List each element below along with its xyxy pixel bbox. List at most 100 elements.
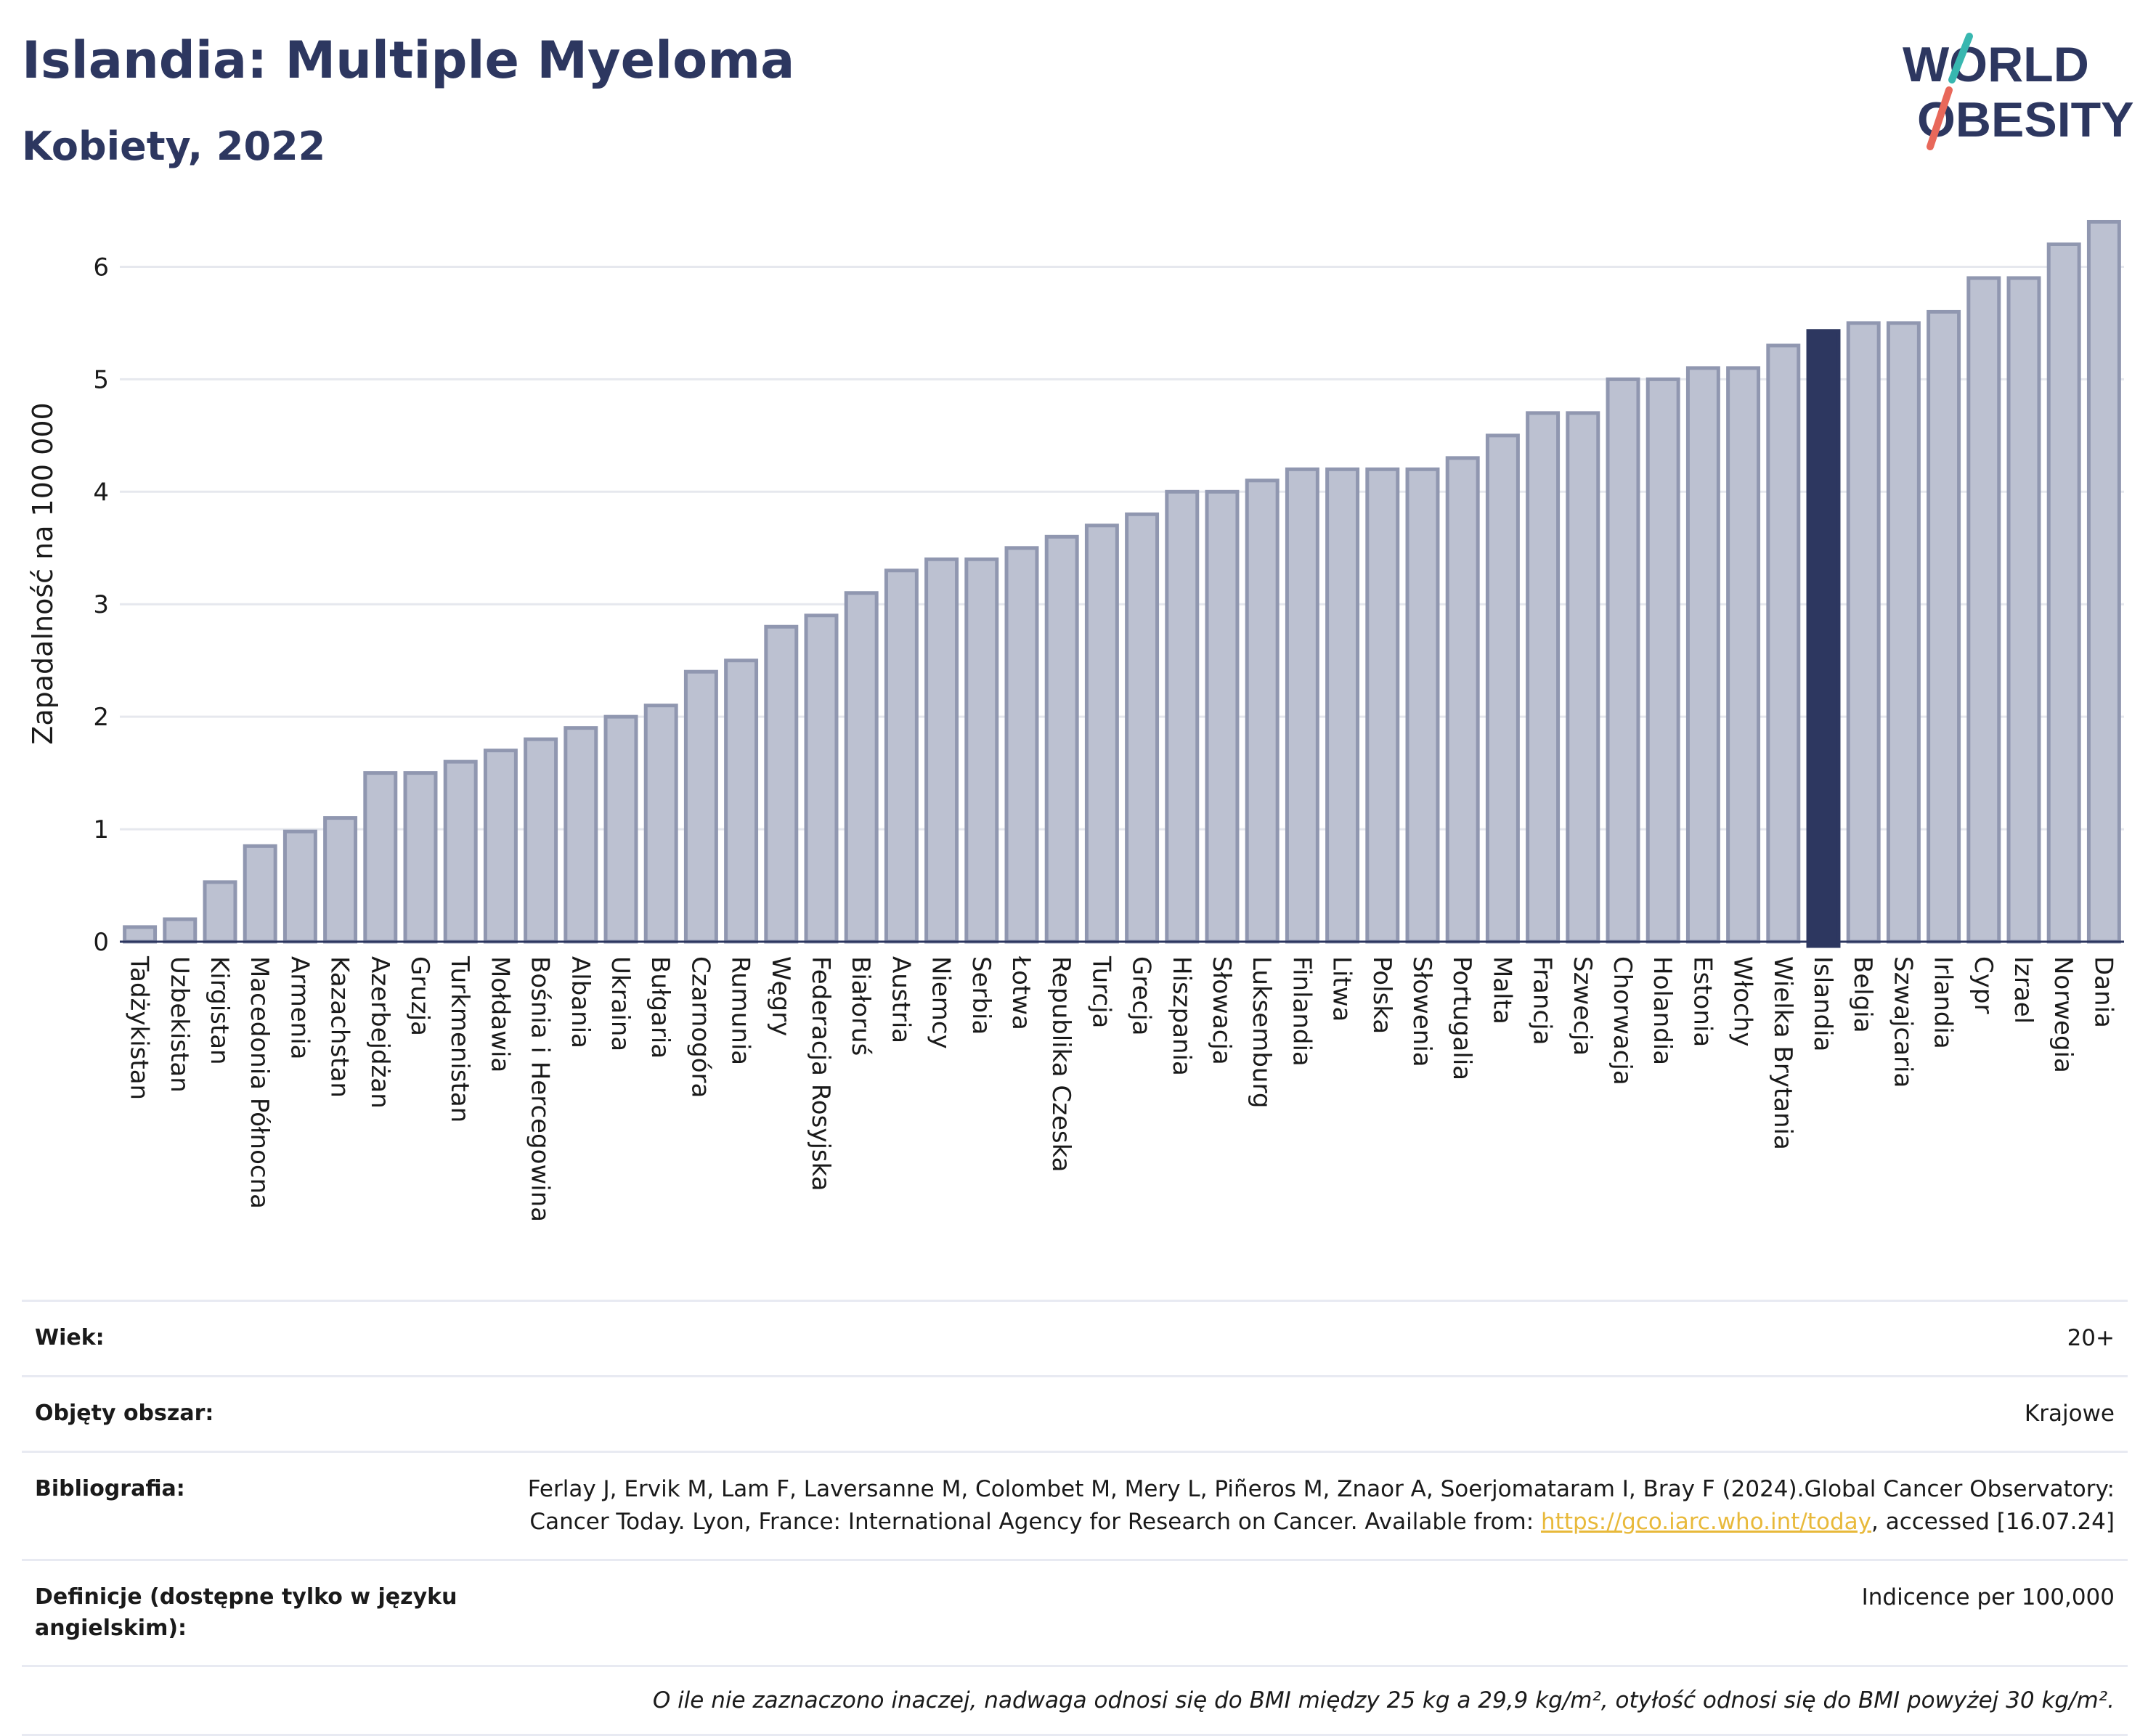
logo-line1: WORLD	[1903, 37, 2089, 92]
bar	[844, 591, 879, 944]
logo-slash-teal	[1948, 33, 1973, 83]
x-tick-label: Kirgistan	[205, 956, 234, 1065]
bar	[1365, 467, 1400, 944]
x-tick-label: Portugalia	[1447, 956, 1476, 1080]
bar	[1526, 411, 1561, 944]
x-tick-label: Czarnogóra	[686, 956, 715, 1098]
x-tick-label: Estonia	[1688, 956, 1717, 1047]
x-tick-label: Azerbejdżan	[365, 956, 394, 1109]
bar-chart: 0 1 2 3 4 5 6 Zapadalność na 100 000 Tadżykist…	[27, 219, 2124, 1222]
x-tick-label: Węgry	[766, 956, 795, 1036]
x-tick-label: Uzbekistan	[165, 956, 194, 1093]
x-tick-label: Norwegia	[2049, 956, 2078, 1073]
x-tick-label: Włochy	[1728, 956, 1757, 1046]
bar	[483, 749, 518, 944]
bar	[764, 624, 799, 944]
logo-line2: OBESITY	[1917, 92, 2134, 147]
page-subtitle: Kobiety, 2022	[22, 123, 326, 169]
x-axis-labels: Tadżykistan Uzbekistan Kirgistan Macedonia …	[125, 955, 2118, 1222]
bar	[1325, 467, 1360, 944]
bar	[2086, 219, 2121, 944]
x-tick-label: Luksemburg	[1247, 956, 1276, 1108]
x-tick-label: Szwecja	[1568, 956, 1597, 1056]
x-tick-label: Ukraina	[606, 956, 635, 1051]
bmi-note: O ile nie zaznaczono inaczej, nadwaga od…	[22, 1664, 2128, 1736]
bar	[1606, 377, 1640, 944]
x-tick-label: Macedonia Północna	[245, 956, 274, 1209]
x-tick-label: Turcja	[1086, 955, 1115, 1028]
y-tick-label: 3	[93, 590, 109, 619]
info-value: 20+	[2067, 1325, 2115, 1351]
x-tick-label: Niemcy	[927, 956, 956, 1049]
x-tick-label: Irlandia	[1929, 956, 1958, 1049]
world-obesity-logo: WORLD OBESITY	[1903, 33, 2134, 150]
x-tick-label: Malta	[1487, 956, 1516, 1024]
bar	[1806, 329, 1841, 948]
x-tick-label: Wielka Brytania	[1768, 956, 1797, 1150]
x-tick-label: Słowenia	[1407, 956, 1436, 1067]
x-tick-label: Belgia	[1848, 956, 1877, 1033]
info-table: Wiek: 20+ Objęty obszar: Krajowe Bibliog…	[22, 1300, 2128, 1736]
bar	[1004, 546, 1039, 944]
bar	[1125, 512, 1160, 944]
info-value: Ferlay J, Ervik M, Lam F, Laversanne M, …	[500, 1473, 2115, 1539]
x-tick-label: Serbia	[967, 956, 996, 1035]
x-tick-label: Szwajcaria	[1888, 956, 1917, 1088]
bar	[884, 569, 919, 944]
bar	[1566, 411, 1600, 944]
x-tick-label: Hiszpania	[1167, 956, 1196, 1076]
x-tick-label: Holandia	[1648, 956, 1677, 1065]
x-tick-label: Albania	[566, 956, 595, 1048]
y-tick-label: 1	[93, 815, 109, 844]
bar	[683, 669, 718, 944]
x-tick-label: Tadżykistan	[125, 955, 154, 1100]
info-value: Krajowe	[2024, 1400, 2115, 1427]
y-axis-label: Zapadalność na 100 000	[27, 402, 59, 744]
bibliography-accessed: , accessed [16.07.24]	[1871, 1508, 2115, 1535]
bar	[363, 771, 398, 944]
x-tick-label: Rumunia	[726, 956, 755, 1065]
x-tick-label: Islandia	[1808, 956, 1837, 1051]
bar	[1685, 366, 1720, 944]
bar	[603, 714, 638, 944]
logo-slash-red	[1927, 86, 1953, 150]
bar	[724, 659, 759, 944]
info-row-age: Wiek: 20+	[22, 1300, 2128, 1375]
y-tick-label: 2	[93, 703, 109, 732]
x-tick-label: Bośnia i Hercegowina	[526, 956, 555, 1222]
bar	[1084, 523, 1119, 944]
info-key: Wiek:	[35, 1325, 105, 1350]
bar	[203, 880, 237, 944]
bibliography-text: Ferlay J, Ervik M, Lam F, Laversanne M, …	[527, 1475, 2115, 1535]
bar	[804, 614, 839, 944]
bar	[403, 771, 438, 944]
bar	[1846, 321, 1881, 944]
y-tick-label: 6	[93, 253, 109, 282]
x-tick-label: Federacja Rosyjska	[806, 956, 835, 1191]
x-tick-label: Mołdawia	[485, 956, 514, 1072]
bar	[163, 917, 198, 944]
bar	[1927, 309, 1961, 944]
bar	[1645, 377, 1680, 944]
x-tick-label: Grecja	[1127, 956, 1156, 1035]
source-link[interactable]: https://gco.iarc.who.int/today	[1541, 1508, 1871, 1535]
x-tick-label: Turkmenistan	[445, 955, 474, 1122]
x-tick-label: Litwa	[1327, 956, 1356, 1022]
page-title: Islandia: Multiple Myeloma	[22, 30, 795, 90]
bar	[1886, 321, 1921, 944]
bar	[964, 557, 999, 944]
y-tick-label: 4	[93, 478, 109, 507]
info-row-area: Objęty obszar: Krajowe	[22, 1374, 2128, 1451]
info-key: Definicje (dostępne tylko w języku angie…	[35, 1584, 457, 1642]
bar	[1966, 276, 2001, 944]
x-tick-label: Słowacja	[1207, 956, 1236, 1065]
bar	[1445, 456, 1480, 944]
x-tick-label: Armenia	[285, 956, 314, 1060]
x-tick-label: Republika Czeska	[1046, 956, 1075, 1173]
bar	[2006, 276, 2041, 944]
info-key: Objęty obszar:	[35, 1400, 214, 1426]
y-tick-label: 0	[93, 928, 109, 957]
bar	[443, 759, 478, 944]
bar	[1405, 467, 1440, 944]
x-tick-label: Chorwacja	[1608, 956, 1637, 1085]
